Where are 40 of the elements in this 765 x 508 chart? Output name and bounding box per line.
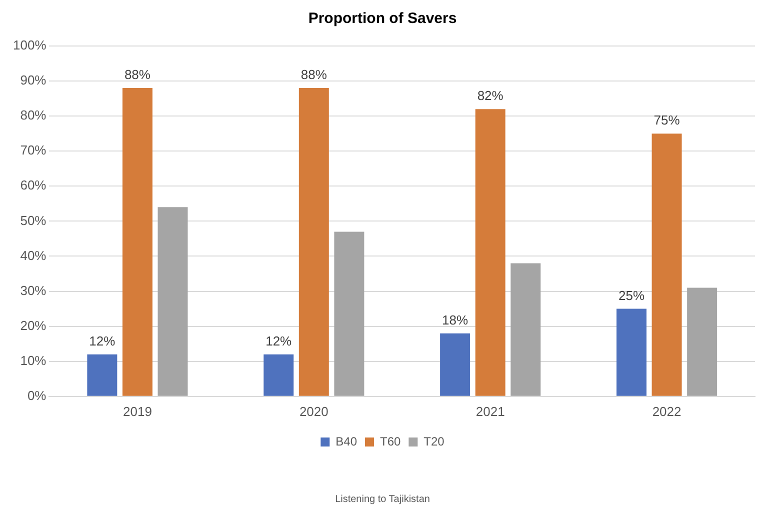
y-tick-label: 20% xyxy=(20,318,47,333)
data-label: 88% xyxy=(124,67,151,82)
data-label: 25% xyxy=(618,288,645,303)
legend-label: T20 xyxy=(424,434,445,448)
bar xyxy=(475,109,506,396)
x-tick-label: 2021 xyxy=(476,404,505,419)
x-tick-label: 2019 xyxy=(123,404,152,419)
bar xyxy=(616,308,646,396)
legend-label: T60 xyxy=(380,434,401,448)
bar xyxy=(652,134,682,396)
bar xyxy=(87,354,118,396)
y-tick-label: 40% xyxy=(20,248,47,263)
y-tick-label: 60% xyxy=(20,178,47,193)
y-tick-label: 0% xyxy=(27,388,47,403)
bar xyxy=(158,207,188,396)
bar xyxy=(334,232,364,396)
data-label: 82% xyxy=(477,88,504,104)
bar xyxy=(122,88,152,396)
data-label: 12% xyxy=(266,333,292,348)
x-tick-label: 2020 xyxy=(299,404,328,419)
legend-label: B40 xyxy=(336,434,358,448)
y-tick-label: 90% xyxy=(20,72,47,88)
bar xyxy=(298,88,329,396)
data-label: 18% xyxy=(442,312,468,328)
text: Listening to Tajikistan xyxy=(335,494,430,505)
bar xyxy=(440,333,470,396)
y-tick-label: 100% xyxy=(13,38,47,53)
y-tick-label: 80% xyxy=(20,108,47,123)
y-tick-label: 30% xyxy=(20,282,47,298)
y-tick-label: 70% xyxy=(20,142,47,158)
data-label: 75% xyxy=(654,112,680,128)
y-tick-label: 50% xyxy=(20,212,47,228)
bar xyxy=(264,354,294,396)
data-label: 88% xyxy=(300,67,328,82)
y-tick-label: 10% xyxy=(20,352,47,368)
bar xyxy=(687,288,718,396)
x-tick-label: 2022 xyxy=(652,404,682,419)
chart-title: Proportion of Savers xyxy=(308,10,457,28)
data-label: 12% xyxy=(89,333,116,348)
bar xyxy=(510,263,541,396)
